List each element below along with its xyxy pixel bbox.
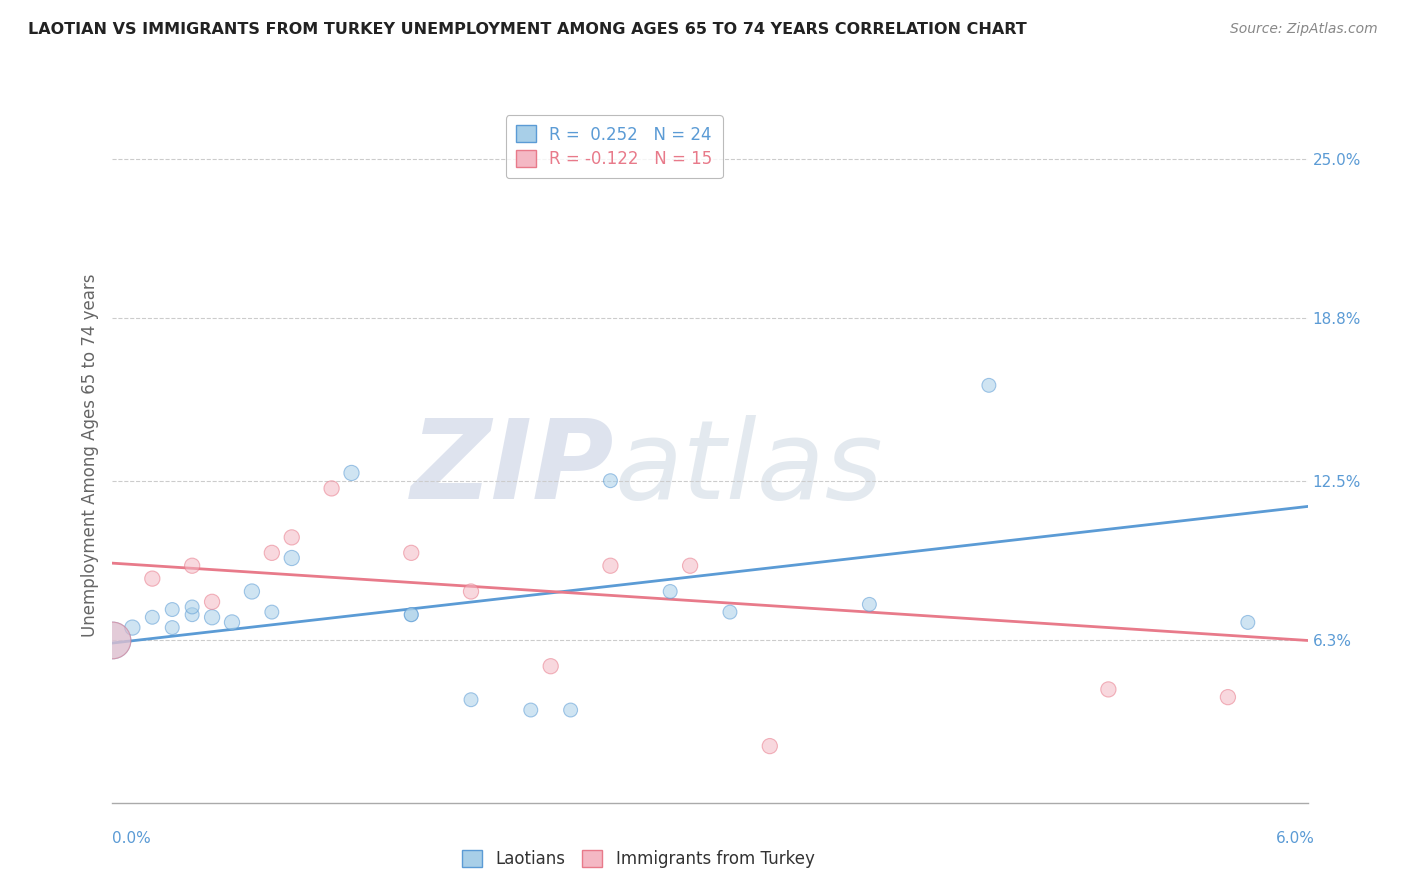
Point xyxy=(401,607,423,622)
Point xyxy=(141,572,163,586)
Point xyxy=(679,558,702,573)
Point xyxy=(858,598,880,612)
Point xyxy=(181,599,204,614)
Point xyxy=(260,605,283,619)
Legend: Laotians, Immigrants from Turkey: Laotians, Immigrants from Turkey xyxy=(453,839,824,878)
Point xyxy=(659,584,682,599)
Point xyxy=(221,615,243,630)
Point xyxy=(1237,615,1260,630)
Text: ZIP: ZIP xyxy=(411,416,614,523)
Text: atlas: atlas xyxy=(614,416,883,523)
Point xyxy=(162,621,183,635)
Point xyxy=(401,607,423,622)
Point xyxy=(181,607,204,622)
Point xyxy=(520,703,543,717)
Point xyxy=(181,558,204,573)
Point xyxy=(599,558,621,573)
Point xyxy=(101,633,124,648)
Text: LAOTIAN VS IMMIGRANTS FROM TURKEY UNEMPLOYMENT AMONG AGES 65 TO 74 YEARS CORRELA: LAOTIAN VS IMMIGRANTS FROM TURKEY UNEMPL… xyxy=(28,22,1026,37)
Point xyxy=(401,546,423,560)
Point xyxy=(141,610,163,624)
Point xyxy=(759,739,782,753)
Point xyxy=(101,633,124,648)
Text: 0.0%: 0.0% xyxy=(112,831,152,846)
Point xyxy=(201,595,224,609)
Point xyxy=(281,551,304,566)
Point xyxy=(1216,690,1239,705)
Point xyxy=(281,530,304,544)
Point xyxy=(599,474,621,488)
Y-axis label: Unemployment Among Ages 65 to 74 years: Unemployment Among Ages 65 to 74 years xyxy=(80,273,98,637)
Point xyxy=(162,602,183,616)
Point xyxy=(977,378,1000,392)
Point xyxy=(121,621,143,635)
Point xyxy=(540,659,562,673)
Point xyxy=(560,703,582,717)
Point xyxy=(460,584,482,599)
Point xyxy=(460,692,482,706)
Point xyxy=(240,584,263,599)
Point xyxy=(340,466,363,480)
Point xyxy=(321,482,343,496)
Point xyxy=(201,610,224,624)
Point xyxy=(718,605,741,619)
Point xyxy=(260,546,283,560)
Point xyxy=(1097,682,1119,697)
Text: 6.0%: 6.0% xyxy=(1275,831,1315,846)
Text: Source: ZipAtlas.com: Source: ZipAtlas.com xyxy=(1230,22,1378,37)
